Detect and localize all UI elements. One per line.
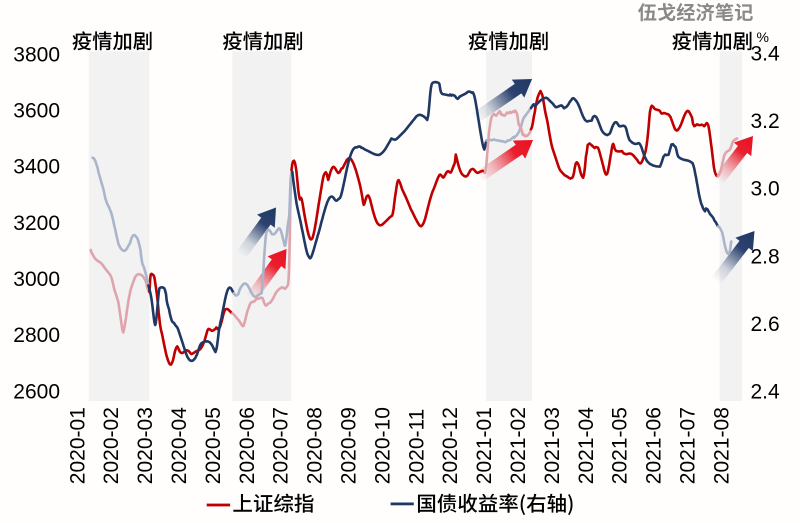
svg-text:2020-11: 2020-11 xyxy=(405,409,428,485)
svg-text:2021-06: 2021-06 xyxy=(643,407,666,484)
svg-text:2.8: 2.8 xyxy=(751,245,780,268)
svg-text:3800: 3800 xyxy=(13,43,60,66)
svg-text:2021-01: 2021-01 xyxy=(473,407,496,484)
svg-text:2800: 2800 xyxy=(13,324,60,347)
svg-text:3200: 3200 xyxy=(13,212,60,235)
svg-text:2020-05: 2020-05 xyxy=(202,407,225,484)
svg-text:2020-09: 2020-09 xyxy=(338,407,361,484)
svg-text:3.4: 3.4 xyxy=(751,43,781,66)
svg-text:2020-01: 2020-01 xyxy=(66,407,89,484)
svg-text:3000: 3000 xyxy=(13,268,60,291)
svg-text:2600: 2600 xyxy=(13,380,60,403)
svg-text:%: % xyxy=(757,29,769,45)
svg-text:2020-08: 2020-08 xyxy=(304,407,327,484)
svg-text:3.0: 3.0 xyxy=(751,178,780,201)
svg-text:2.4: 2.4 xyxy=(751,381,781,404)
svg-text:2020-12: 2020-12 xyxy=(439,407,462,484)
svg-text:2021-02: 2021-02 xyxy=(507,407,530,484)
svg-text:2021-08: 2021-08 xyxy=(710,407,733,484)
svg-text:3400: 3400 xyxy=(13,156,60,179)
svg-text:2021-07: 2021-07 xyxy=(677,407,700,484)
svg-text:2021-04: 2021-04 xyxy=(575,407,598,484)
svg-text:2.6: 2.6 xyxy=(751,313,780,336)
svg-text:3.2: 3.2 xyxy=(751,110,780,133)
svg-text:2021-03: 2021-03 xyxy=(541,407,564,484)
svg-text:2020-10: 2020-10 xyxy=(371,407,394,484)
svg-text:3600: 3600 xyxy=(13,100,60,123)
svg-text:2020-02: 2020-02 xyxy=(100,407,123,484)
svg-text:2020-06: 2020-06 xyxy=(236,407,259,484)
svg-text:2020-07: 2020-07 xyxy=(270,407,293,484)
svg-text:2020-03: 2020-03 xyxy=(134,407,157,484)
svg-text:2020-04: 2020-04 xyxy=(168,407,191,484)
svg-text:2021-05: 2021-05 xyxy=(609,407,632,484)
